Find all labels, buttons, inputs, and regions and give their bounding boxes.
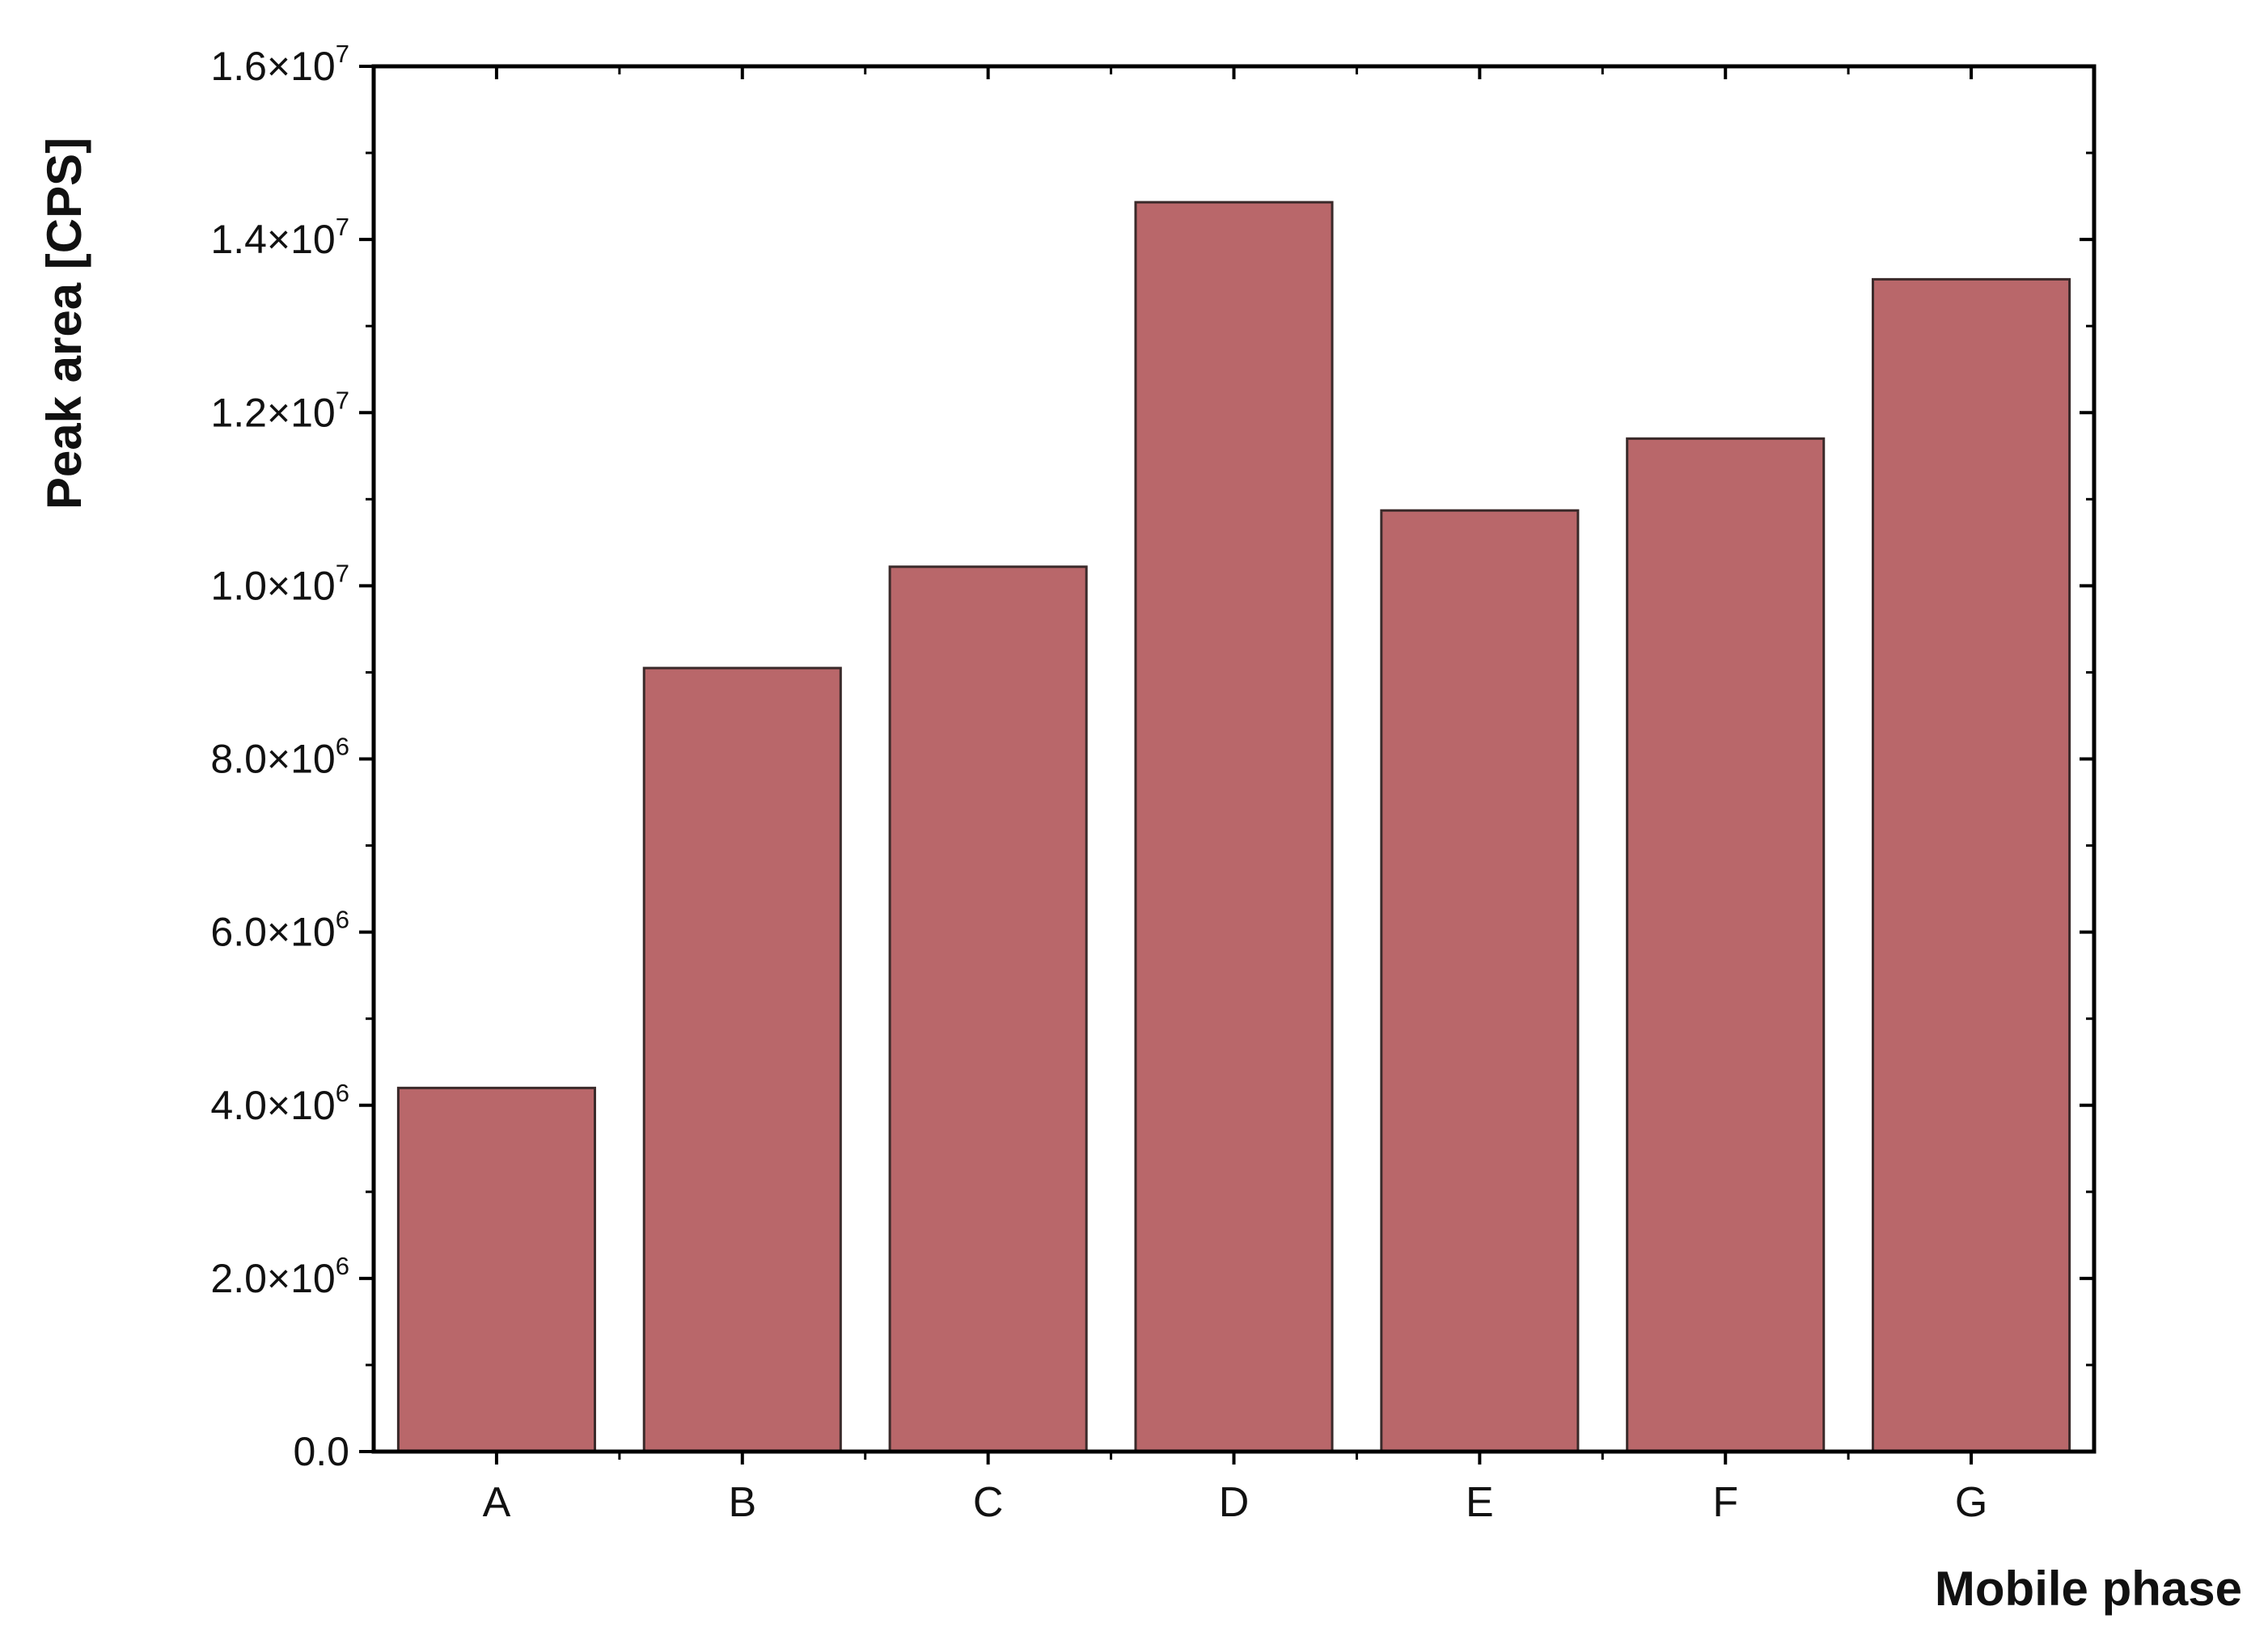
bar-G [1872, 277, 2071, 1453]
x-tick-label-G: G [1955, 1479, 1987, 1526]
bars-layer [396, 201, 2071, 1453]
x-tick-label-B: B [728, 1479, 756, 1526]
y-tick-labels: 0.0 2.0×106 4.0×106 6.0×106 8.0×106 1.0×107 1.… [210, 40, 349, 1474]
bar-C [888, 565, 1088, 1453]
y-tick-label: 1.2×107 [210, 386, 349, 435]
x-axis-title: Mobile phase [1935, 1562, 2242, 1616]
y-tick-label: 8.0×106 [210, 733, 349, 782]
y-tick-label: 1.0×107 [210, 559, 349, 608]
y-tick-label: 0.0 [293, 1429, 349, 1474]
bar-B [642, 666, 842, 1453]
bar-A [396, 1086, 596, 1453]
bar-E [1380, 509, 1580, 1453]
y-tick-label: 2.0×106 [210, 1252, 349, 1301]
y-tick-label: 6.0×106 [210, 906, 349, 955]
x-tick-label-C: C [973, 1479, 1004, 1526]
x-tick-label-F: F [1712, 1479, 1738, 1526]
y-tick-label: 4.0×106 [210, 1079, 349, 1128]
x-tick-label-D: D [1219, 1479, 1250, 1526]
x-tick-label-E: E [1466, 1479, 1494, 1526]
ticks-layer [359, 65, 2094, 1465]
bar-F [1626, 437, 1826, 1453]
bar-D [1134, 201, 1334, 1453]
x-tick-labels: A B C D E F G [483, 1479, 1988, 1526]
y-tick-label: 1.4×107 [210, 213, 349, 262]
y-tick-label: 1.6×107 [210, 40, 349, 89]
x-tick-label-A: A [483, 1479, 511, 1526]
y-axis-title: Peak area [CPS] [37, 137, 91, 509]
